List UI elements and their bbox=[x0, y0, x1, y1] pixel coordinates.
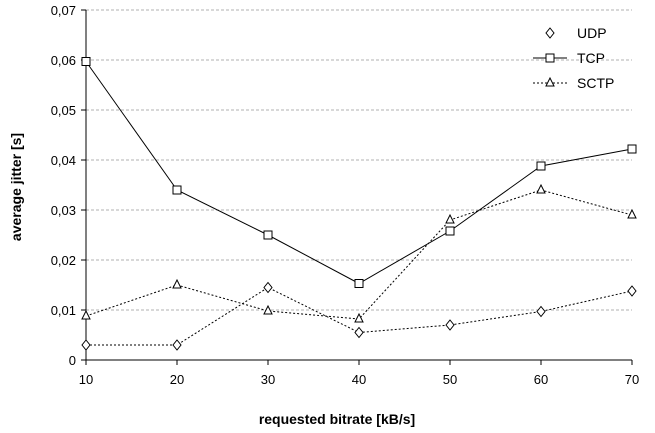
x-tick-label-0: 10 bbox=[79, 372, 93, 387]
y-tick-label-1: 0,01 bbox=[51, 303, 76, 318]
data-point-tcp-20 bbox=[172, 185, 182, 195]
plot-area bbox=[81, 57, 637, 351]
data-point-udp-40 bbox=[354, 326, 364, 339]
legend-marker-sctp bbox=[545, 76, 555, 87]
data-point-tcp-70 bbox=[627, 144, 637, 154]
data-point-udp-30 bbox=[263, 281, 273, 294]
y-tick-label-5: 0,05 bbox=[51, 103, 76, 118]
data-point-udp-10 bbox=[81, 339, 91, 351]
data-point-sctp-60 bbox=[536, 183, 546, 194]
data-point-tcp-50 bbox=[445, 226, 455, 236]
x-tick-label-3: 40 bbox=[352, 372, 366, 387]
y-axis-label: average jitter [s] bbox=[8, 133, 24, 241]
x-tick-label-2: 30 bbox=[261, 372, 275, 387]
x-tick-label-1: 20 bbox=[170, 372, 184, 387]
data-point-udp-50 bbox=[445, 319, 455, 331]
data-point-udp-70 bbox=[627, 285, 637, 297]
x-axis-label: requested bitrate [kB/s] bbox=[259, 411, 415, 427]
legend: UDP TCP SCTP bbox=[533, 25, 614, 91]
y-tick-label-2: 0,02 bbox=[51, 253, 76, 268]
y-tick-label-7: 0,07 bbox=[51, 3, 76, 18]
series-line-tcp bbox=[85, 61, 633, 285]
y-tick-label-3: 0,03 bbox=[51, 203, 76, 218]
axes bbox=[81, 9, 633, 365]
tick-labels: 0 0,01 0,02 0,03 0,04 0,05 0,06 0,07 10 20 30 40 50 6… bbox=[51, 3, 640, 387]
data-point-udp-60 bbox=[536, 305, 546, 318]
data-point-tcp-10 bbox=[81, 57, 91, 66]
series-line-sctp bbox=[85, 189, 633, 320]
y-tick-label-0: 0 bbox=[69, 353, 76, 368]
x-tick-label-6: 70 bbox=[625, 372, 639, 387]
data-point-tcp-40 bbox=[354, 279, 364, 288]
legend-label-sctp: SCTP bbox=[577, 75, 614, 91]
y-tick-label-6: 0,06 bbox=[51, 53, 76, 68]
legend-label-udp: UDP bbox=[577, 25, 607, 41]
legend-marker-udp bbox=[545, 27, 555, 39]
data-point-sctp-10 bbox=[81, 309, 91, 320]
data-point-sctp-50 bbox=[445, 213, 455, 224]
data-point-udp-20 bbox=[172, 339, 182, 351]
x-tick-label-5: 60 bbox=[534, 372, 548, 387]
data-point-tcp-60 bbox=[536, 161, 546, 171]
legend-marker-tcp bbox=[545, 53, 555, 63]
data-point-sctp-40 bbox=[354, 312, 364, 323]
y-tick-label-4: 0,04 bbox=[51, 153, 76, 168]
data-point-tcp-30 bbox=[263, 230, 273, 240]
legend-label-tcp: TCP bbox=[577, 50, 605, 66]
data-point-sctp-30 bbox=[263, 304, 273, 315]
data-point-sctp-20 bbox=[172, 278, 182, 289]
data-point-sctp-70 bbox=[627, 208, 637, 219]
grid bbox=[86, 9, 632, 311]
x-tick-label-4: 50 bbox=[443, 372, 457, 387]
